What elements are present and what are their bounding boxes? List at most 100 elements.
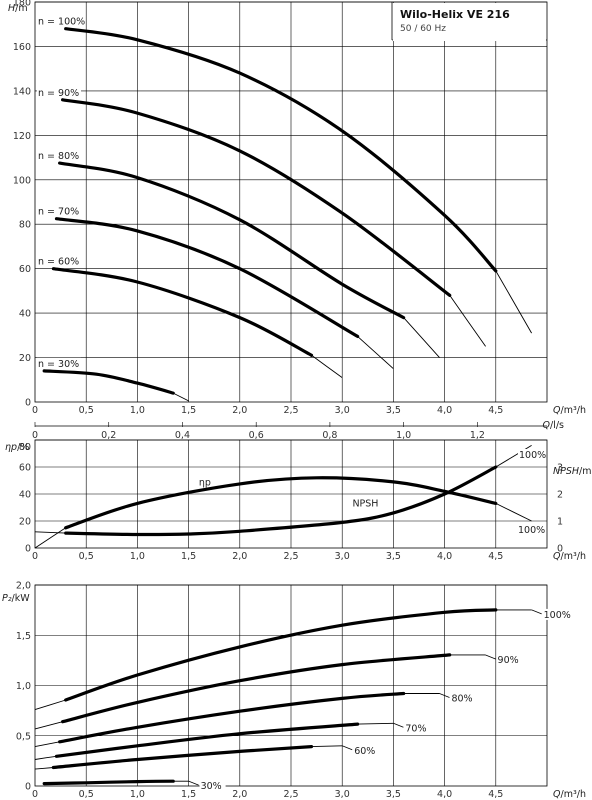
series-end-label: 70% — [405, 723, 426, 734]
series-label-bg — [450, 692, 477, 704]
series-end-label: 100% — [519, 450, 546, 461]
efficiency-p-curve-ext-left — [34, 527, 66, 549]
y-tick-label: 20 — [19, 353, 31, 364]
secondary-x-axis-label: Q/l/s — [543, 420, 565, 431]
series-label: n = 90% — [38, 88, 79, 99]
power-100-curve — [64, 608, 498, 702]
y-tick-label: 180 — [13, 0, 31, 9]
power-70-curve — [54, 722, 360, 758]
chart-title: Wilo-Helix VE 216 — [400, 8, 510, 21]
x-tick-label: 4,0 — [437, 551, 452, 562]
x-tick-label: 3,5 — [386, 789, 401, 800]
x-tick-label: 1,5 — [181, 551, 196, 562]
h-q-n-30-curve-ext-right — [172, 392, 189, 402]
efficiency-npsh-curve-ext-right — [495, 445, 532, 468]
y-tick-label: 0 — [25, 782, 31, 793]
y-tick-label: 80 — [19, 442, 31, 453]
series-label-bg — [404, 722, 431, 734]
x-tick-label: 0 — [32, 789, 38, 800]
x-tick-label: 0,5 — [79, 551, 94, 562]
h-q-n-70-curve-ext-right — [357, 336, 394, 370]
series-end-label: 90% — [498, 655, 519, 666]
efficiency-npsh-curve — [64, 465, 498, 537]
series-end-label: 80% — [451, 694, 472, 705]
y-tick-label: 140 — [13, 86, 31, 97]
y2-tick-label: 1 — [557, 517, 563, 528]
x-tick-label: 3,5 — [386, 405, 401, 416]
h-q-n-70-curve — [54, 217, 360, 338]
y-tick-label: 0,5 — [16, 731, 31, 742]
secondary-x-tick-label: 0,2 — [101, 430, 116, 441]
power-90-curve-ext-left — [34, 721, 63, 730]
secondary-x-tick-label: 0,4 — [175, 430, 190, 441]
x-tick-label: 3,0 — [335, 551, 350, 562]
plot-frame — [34, 439, 548, 549]
power-70-curve-ext-left — [34, 755, 57, 760]
series-label: n = 100% — [38, 17, 85, 28]
power-60-curve-ext-right — [311, 745, 343, 748]
plot-frame — [34, 1, 548, 403]
series-label: NPSH — [352, 498, 378, 509]
x-tick-label: 1,5 — [181, 405, 196, 416]
y-tick-label: 60 — [19, 264, 31, 275]
y-tick-label: 1,0 — [16, 681, 31, 692]
series-label-bg — [496, 653, 523, 665]
h-q-n-80-curve-ext-right — [403, 317, 440, 358]
secondary-x-tick-label: 0,8 — [322, 430, 337, 441]
secondary-x-tick-label: 1,2 — [470, 430, 485, 441]
h-q-n-90-curve — [61, 98, 452, 297]
x-tick-label: 4,0 — [437, 789, 452, 800]
y-axis-label: P₂/kW — [2, 593, 30, 604]
y-tick-label: 1,5 — [16, 631, 31, 642]
x-tick-label: 1,0 — [130, 551, 145, 562]
power-60-curve — [51, 745, 314, 770]
series-label: n = 30% — [38, 359, 79, 370]
h-q-n-80-curve — [58, 161, 406, 320]
y2-tick-label: 3 — [557, 463, 563, 474]
h-q-n-90-curve-ext-right — [449, 295, 486, 347]
h-q-n-60-curve-ext-right — [311, 354, 343, 378]
x-tick-label: 2,0 — [232, 551, 247, 562]
series-end-label: 100% — [544, 610, 571, 621]
series-end-label: 100% — [518, 525, 545, 536]
series-label-leader — [393, 722, 404, 728]
series-end-label: 30% — [201, 781, 222, 792]
y2-axis-label: NPSH/m — [553, 466, 591, 477]
h-q-n-100-curve-ext-right — [495, 270, 532, 334]
y-axis-label: ηp/% — [5, 442, 29, 453]
x-tick-label: 4,5 — [488, 405, 503, 416]
power-80-curve — [58, 691, 406, 744]
y-tick-label: 40 — [19, 309, 31, 320]
x-tick-label: 1,0 — [130, 789, 145, 800]
series-label-bg — [353, 744, 380, 756]
x-tick-label: 2,5 — [283, 405, 298, 416]
series-label-leader — [439, 693, 450, 698]
chart-subtitle: 50 / 60 Hz — [400, 24, 446, 34]
efficiency-p-curve — [64, 476, 498, 530]
x-axis-label: Q/m³/h — [553, 789, 586, 800]
series-label-leader — [531, 609, 542, 615]
series-label: n = 60% — [38, 257, 79, 268]
series-label-bg — [37, 357, 81, 369]
y-tick-label: 60 — [19, 463, 31, 474]
series-label: n = 70% — [38, 207, 79, 218]
efficiency-p-curve-ext-right — [495, 502, 532, 522]
power-30-curve — [42, 779, 175, 786]
power-60-curve-ext-left — [34, 767, 54, 770]
secondary-x-tick-label: 1,0 — [396, 430, 411, 441]
efficiency-npsh-curve-ext-left — [34, 531, 66, 534]
power-70-curve-ext-right — [357, 722, 394, 725]
series-label-bg — [37, 205, 81, 217]
secondary-x-tick-label: 0,6 — [249, 430, 264, 441]
series-label-leader — [342, 745, 353, 751]
x-tick-label: 0,5 — [79, 789, 94, 800]
series-label-bg — [37, 86, 81, 98]
series-label-bg — [542, 608, 569, 620]
series-label-bg — [518, 449, 544, 460]
x-tick-label: 2,0 — [232, 405, 247, 416]
x-axis-label: Q/m³/h — [553, 551, 586, 562]
y-tick-label: 80 — [19, 220, 31, 231]
plot-frame — [34, 584, 548, 787]
power-80-curve-ext-left — [34, 741, 60, 748]
